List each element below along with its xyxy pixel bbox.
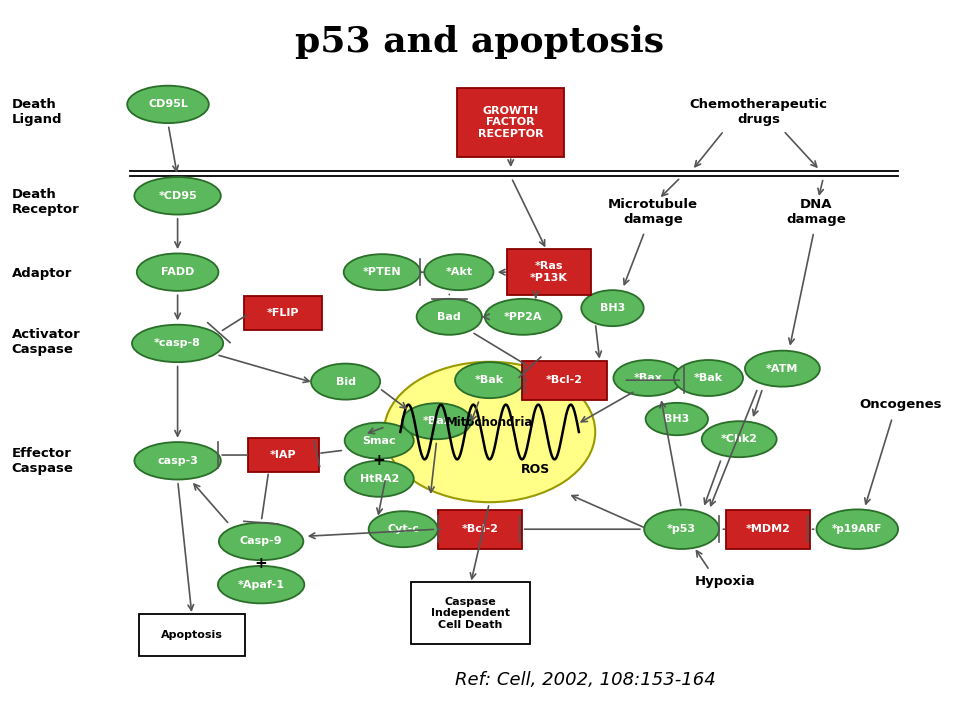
Text: casp-3: casp-3 (157, 456, 198, 466)
Ellipse shape (134, 442, 221, 480)
Text: *Chk2: *Chk2 (721, 434, 757, 444)
Ellipse shape (455, 362, 524, 398)
Text: GROWTH
FACTOR
RECEPTOR: GROWTH FACTOR RECEPTOR (478, 106, 543, 139)
Text: *p19ARF: *p19ARF (832, 524, 882, 534)
Text: Death
Receptor: Death Receptor (12, 188, 80, 215)
Text: *MDM2: *MDM2 (746, 524, 790, 534)
Text: Chemotherapeutic
drugs: Chemotherapeutic drugs (689, 98, 828, 125)
Text: FADD: FADD (161, 267, 194, 277)
Ellipse shape (345, 461, 414, 497)
Text: Microtubule
damage: Microtubule damage (608, 199, 698, 226)
Ellipse shape (345, 423, 414, 459)
Text: CD95L: CD95L (148, 99, 188, 109)
Ellipse shape (132, 325, 223, 362)
Ellipse shape (417, 299, 482, 335)
Text: Smac: Smac (362, 436, 396, 446)
Ellipse shape (219, 523, 303, 560)
Ellipse shape (613, 360, 683, 396)
Text: *CD95: *CD95 (158, 191, 197, 201)
Text: *ATM: *ATM (766, 364, 799, 374)
Ellipse shape (485, 299, 562, 335)
FancyBboxPatch shape (244, 296, 323, 330)
Text: Effector
Caspase: Effector Caspase (12, 447, 73, 474)
FancyBboxPatch shape (726, 510, 810, 549)
Text: *IAP: *IAP (270, 450, 297, 460)
Ellipse shape (218, 566, 304, 603)
Ellipse shape (816, 510, 898, 549)
Text: *PP2A: *PP2A (504, 312, 542, 322)
FancyBboxPatch shape (522, 361, 607, 400)
Ellipse shape (645, 403, 708, 435)
Ellipse shape (136, 253, 219, 291)
Text: *Bak: *Bak (475, 375, 504, 385)
Text: Ref: Cell, 2002, 108:153-164: Ref: Cell, 2002, 108:153-164 (455, 671, 716, 690)
Text: HtRA2: HtRA2 (359, 474, 399, 484)
FancyBboxPatch shape (438, 510, 522, 549)
Ellipse shape (581, 290, 644, 326)
Text: Death
Ligand: Death Ligand (12, 98, 62, 125)
Text: Adaptor: Adaptor (12, 267, 72, 280)
Text: *Apaf-1: *Apaf-1 (238, 580, 284, 590)
Text: +: + (372, 454, 386, 468)
FancyBboxPatch shape (507, 249, 591, 295)
Ellipse shape (127, 86, 209, 123)
Text: BH3: BH3 (600, 303, 625, 313)
Text: *PTEN: *PTEN (363, 267, 401, 277)
Text: Bad: Bad (438, 312, 461, 322)
Text: *Bax: *Bax (634, 373, 662, 383)
Ellipse shape (402, 403, 471, 439)
Text: Casp-9: Casp-9 (240, 536, 282, 546)
Text: Mitochondria: Mitochondria (445, 416, 534, 429)
Text: *Akt: *Akt (445, 267, 472, 277)
Text: *Bak: *Bak (694, 373, 723, 383)
Text: *Bcl-2: *Bcl-2 (546, 375, 583, 385)
Text: *p53: *p53 (667, 524, 696, 534)
Text: Hypoxia: Hypoxia (694, 575, 756, 588)
Ellipse shape (134, 177, 221, 215)
Text: Oncogenes: Oncogenes (859, 398, 942, 411)
Text: *Bcl-2: *Bcl-2 (462, 524, 498, 534)
Text: Cyt-c: Cyt-c (387, 524, 420, 534)
Ellipse shape (745, 351, 820, 387)
Text: Bid: Bid (336, 377, 355, 387)
Ellipse shape (384, 361, 595, 503)
Ellipse shape (369, 511, 438, 547)
FancyBboxPatch shape (411, 582, 530, 644)
Text: BH3: BH3 (664, 414, 689, 424)
Text: Apoptosis: Apoptosis (161, 630, 223, 640)
Text: *casp-8: *casp-8 (155, 338, 201, 348)
Ellipse shape (644, 510, 719, 549)
Text: DNA
damage: DNA damage (786, 199, 846, 226)
FancyBboxPatch shape (248, 438, 319, 472)
Ellipse shape (311, 364, 380, 400)
Text: +: + (254, 556, 268, 570)
Text: Activator
Caspase: Activator Caspase (12, 328, 81, 356)
Text: *Bax: *Bax (422, 416, 451, 426)
Text: Caspase
Independent
Cell Death: Caspase Independent Cell Death (431, 597, 510, 630)
Text: ROS: ROS (521, 463, 550, 476)
Text: p53 and apoptosis: p53 and apoptosis (296, 25, 664, 59)
Ellipse shape (344, 254, 420, 290)
FancyBboxPatch shape (458, 88, 564, 157)
Ellipse shape (424, 254, 493, 290)
Ellipse shape (674, 360, 743, 396)
Text: *Ras
*P13K: *Ras *P13K (530, 261, 568, 283)
Text: *FLIP: *FLIP (267, 308, 300, 318)
FancyBboxPatch shape (139, 614, 246, 656)
Ellipse shape (702, 421, 777, 457)
